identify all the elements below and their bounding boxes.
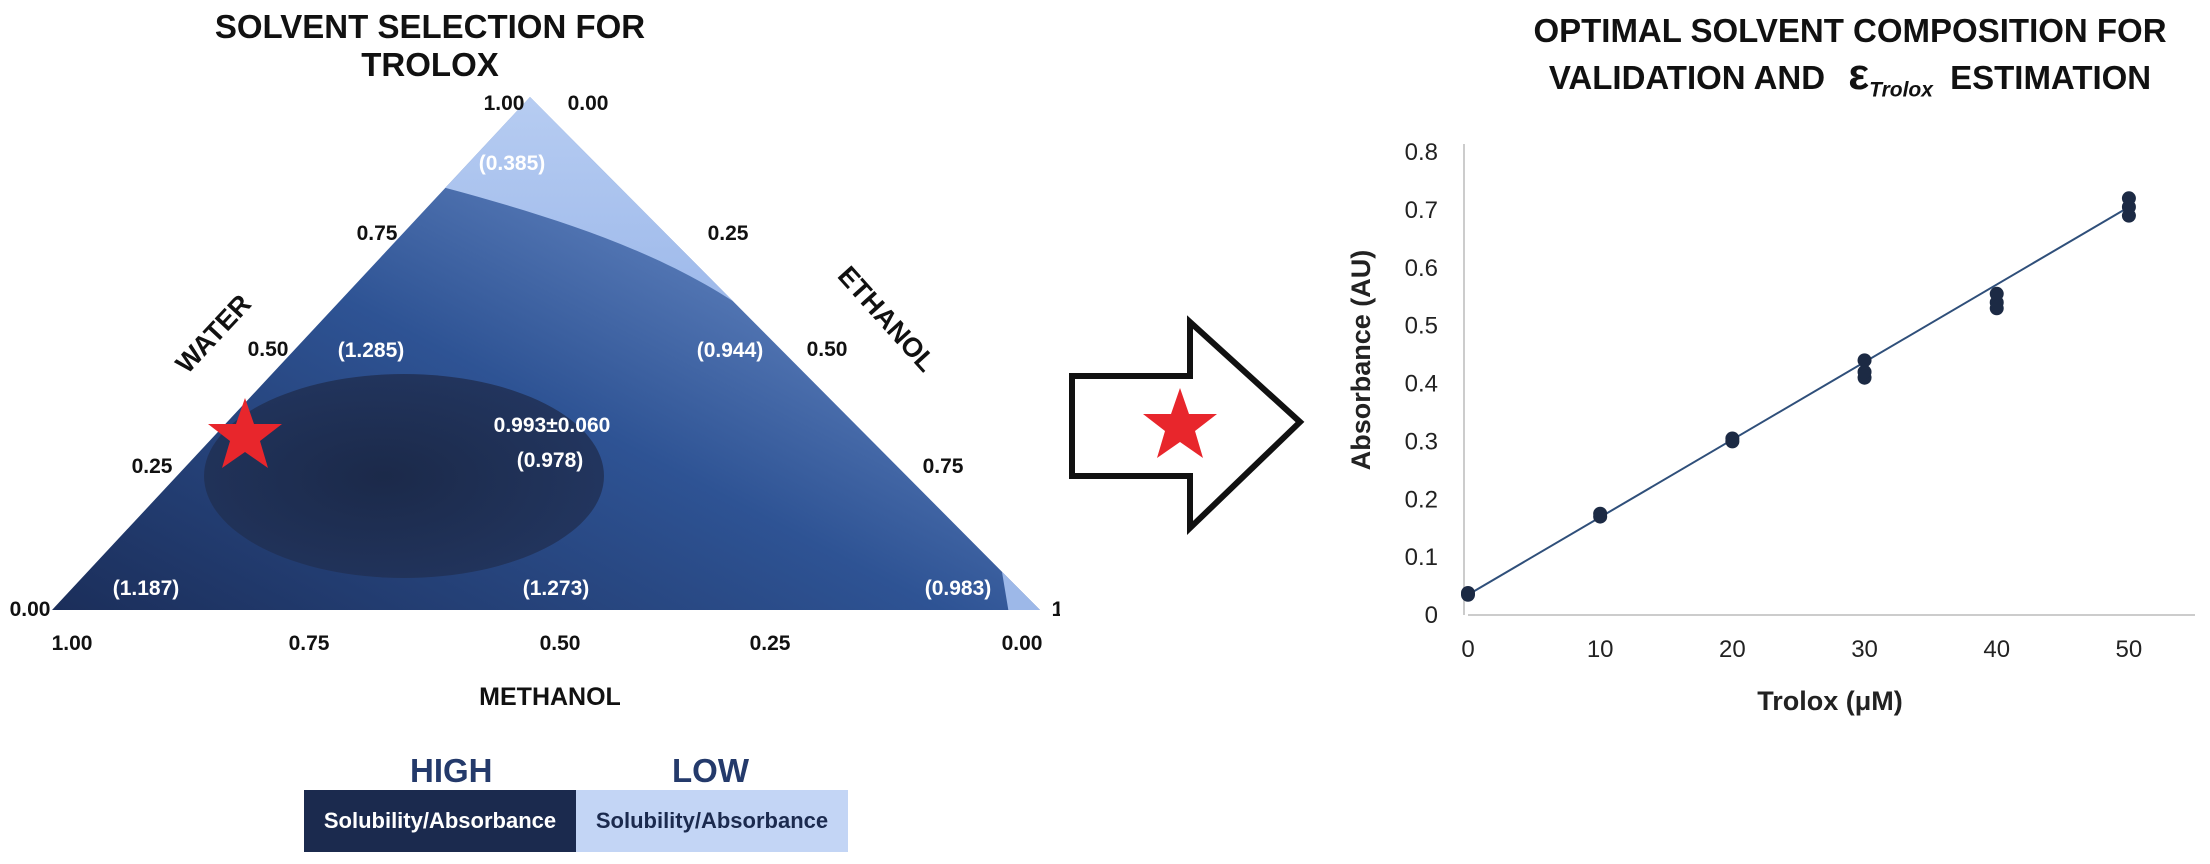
methanol-tick-3: 0.50 bbox=[540, 632, 581, 655]
x-tick-label: 40 bbox=[1983, 636, 2010, 663]
y-tick-label: 0.3 bbox=[1405, 428, 1438, 455]
data-point bbox=[2121, 191, 2136, 206]
value-bottom-right: (0.983) bbox=[925, 577, 992, 600]
ternary-title: SOLVENT SELECTION FOR TROLOX bbox=[214, 8, 646, 83]
legend-low-box: Solubility/Absorbance bbox=[576, 790, 848, 852]
arrow-red-star-icon bbox=[1143, 388, 1217, 458]
data-point bbox=[1461, 586, 1475, 601]
scatter-title-line2: VALIDATION AND εTrolox ESTIMATION bbox=[1500, 50, 2200, 103]
y-tick-label: 0.1 bbox=[1405, 544, 1438, 571]
x-tick-label: 50 bbox=[2116, 636, 2143, 663]
water-tick-5: 0.00 bbox=[10, 598, 51, 621]
value-bottom-left: (1.187) bbox=[113, 577, 180, 600]
value-top: (0.385) bbox=[479, 152, 546, 175]
legend-high-label: Solubility/Absorbance bbox=[323, 808, 557, 833]
y-tick-label: 0.7 bbox=[1405, 197, 1438, 224]
y-tick-label: 0.8 bbox=[1405, 139, 1438, 166]
ethanol-axis-label: ETHANOL bbox=[832, 260, 942, 377]
water-tick-3: 0.50 bbox=[248, 338, 289, 361]
x-tick-label: 30 bbox=[1851, 636, 1878, 663]
x-tick-label: 20 bbox=[1719, 636, 1746, 663]
data-point bbox=[1725, 431, 1740, 446]
methanol-tick-2: 0.75 bbox=[289, 632, 330, 655]
ethanol-tick-5: 1.00 bbox=[1052, 598, 1060, 621]
data-point bbox=[1989, 286, 2004, 301]
legend-high-box: Solubility/Absorbance bbox=[304, 790, 576, 852]
value-upper-right: (0.944) bbox=[697, 339, 764, 362]
x-tick-label: 10 bbox=[1587, 636, 1614, 663]
optimal-region bbox=[204, 374, 604, 578]
value-center: (0.978) bbox=[517, 449, 584, 472]
right-arrow-icon bbox=[1069, 315, 1305, 536]
scatter-title-line1: OPTIMAL SOLVENT COMPOSITION FOR bbox=[1533, 12, 2167, 49]
title-prefix: VALIDATION AND bbox=[1548, 59, 1826, 96]
water-tick-1: 1.00 bbox=[484, 92, 525, 115]
y-tick-label: 0.6 bbox=[1405, 255, 1438, 282]
methanol-axis-label: METHANOL bbox=[479, 683, 621, 711]
y-tick-label: 0 bbox=[1425, 602, 1438, 629]
legend-high-heading: HIGH bbox=[410, 752, 493, 789]
data-point bbox=[1593, 506, 1608, 521]
methanol-tick-4: 0.25 bbox=[750, 632, 791, 655]
epsilon-subscript: Trolox bbox=[1869, 78, 1933, 102]
absorbance-scatter-chart: 0 0.1 0.2 0.3 0.4 0.5 0.6 0.7 0.8 0 10 20 30 40 50 Tr… bbox=[1346, 139, 2195, 716]
water-tick-2: 0.75 bbox=[357, 222, 398, 245]
ternary-diagram: (0.385) (1.285) (0.944) 0.993±0.060 (0.9… bbox=[10, 92, 1060, 711]
value-upper-left: (1.285) bbox=[338, 339, 405, 362]
ethanol-tick-3: 0.50 bbox=[807, 338, 848, 361]
ethanol-tick-4: 0.75 bbox=[923, 455, 964, 478]
fit-line bbox=[1467, 206, 2130, 596]
low-region bbox=[300, 97, 760, 320]
data-point bbox=[1857, 353, 1872, 368]
value-bottom-center: (1.273) bbox=[523, 577, 590, 600]
water-tick-4: 0.25 bbox=[132, 455, 173, 478]
x-tick-label: 0 bbox=[1461, 636, 1474, 663]
water-axis-label: WATER bbox=[170, 289, 257, 379]
y-tick-label: 0.2 bbox=[1405, 486, 1438, 513]
y-tick-label: 0.5 bbox=[1405, 313, 1438, 340]
value-center-mean: 0.993±0.060 bbox=[494, 414, 611, 437]
legend-low-heading: LOW bbox=[672, 752, 749, 789]
epsilon-symbol: ε bbox=[1848, 50, 1870, 99]
methanol-tick-1: 1.00 bbox=[52, 632, 93, 655]
legend-low-label: Solubility/Absorbance bbox=[595, 808, 829, 833]
y-axis-label: Absorbance (AU) bbox=[1346, 250, 1376, 471]
red-star-icon bbox=[208, 398, 282, 468]
ethanol-tick-1: 0.00 bbox=[568, 92, 609, 115]
ethanol-tick-2: 0.25 bbox=[708, 222, 749, 245]
data-point bbox=[1857, 364, 1872, 379]
title-suffix: ESTIMATION bbox=[1950, 59, 2152, 96]
methanol-tick-5: 0.00 bbox=[1002, 632, 1043, 655]
x-axis-label: Trolox (μM) bbox=[1757, 686, 1903, 716]
y-tick-label: 0.4 bbox=[1405, 371, 1438, 398]
